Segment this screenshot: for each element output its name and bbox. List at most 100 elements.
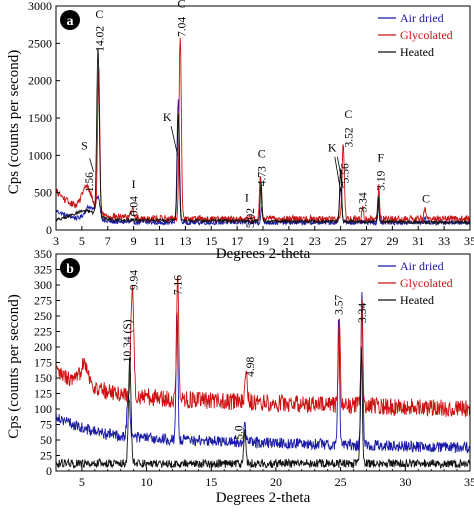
panel-b-y-tick-label: 175 bbox=[34, 356, 52, 370]
panel-a-x-tick-label: 11 bbox=[154, 234, 166, 248]
panel-b-series-line-air-dried bbox=[56, 291, 470, 454]
panel-a-y-tick-label: 500 bbox=[34, 186, 52, 200]
panel-a-series-line-glycolated bbox=[56, 37, 470, 224]
panel-b-peak-annotation: 10.34 (S) bbox=[122, 319, 134, 362]
panel-b-y-tick-label: 150 bbox=[34, 371, 52, 385]
panel-b-x-tick-label: 30 bbox=[399, 475, 411, 489]
panel-b-label-badge bbox=[60, 258, 80, 278]
panel-a-mineral-annotation: K bbox=[163, 110, 172, 124]
panel-a-peak-annotation: 3.19 bbox=[376, 170, 388, 190]
panel-b-peak-annotation: 7.16 bbox=[173, 275, 185, 295]
panel-a-series-line-air-dried bbox=[56, 99, 470, 227]
panel-a-legend-entry: Glycolated bbox=[400, 28, 453, 42]
panel-a-mineral-annotation: C bbox=[258, 147, 266, 161]
panel-a-y-tick-label: 2500 bbox=[28, 36, 52, 50]
panel-a-x-tick-label: 7 bbox=[105, 234, 111, 248]
panel-b-legend-entry: Glycolated bbox=[400, 276, 453, 290]
panel-a-x-tick-label: 27 bbox=[361, 234, 373, 248]
panel-a-y-tick-label: 2000 bbox=[28, 74, 52, 88]
panel-a-x-tick-label: 3 bbox=[53, 234, 59, 248]
panel-a-peak-annotation: 10.04 bbox=[129, 196, 141, 222]
panel-a-peak-annotation: 7.04 bbox=[177, 17, 189, 37]
panel-a-chart: 3 5 7 9 11 13 15 17 19 21 23 25 27 29 31 33 350500100015… bbox=[6, 0, 474, 262]
panel-a-peak-annotation: 14.02 bbox=[94, 26, 106, 52]
panel-b-chart: 5 10 15 20 25 30 35025507510012515017520022525… bbox=[6, 247, 474, 506]
panel-b-x-tick-label: 20 bbox=[270, 475, 282, 489]
panel-b-y-tick-label: 50 bbox=[40, 433, 52, 447]
panel-a-mineral-annotation: S bbox=[81, 138, 88, 152]
panel-a-mineral-annotation: I bbox=[132, 177, 136, 191]
panel-a-x-tick-label: 35 bbox=[464, 234, 474, 248]
panel-a-leader-line bbox=[89, 158, 94, 172]
panel-b-x-tick-label: 15 bbox=[205, 475, 217, 489]
panel-a-mineral-annotation: C bbox=[95, 7, 103, 21]
panel-a-x-tick-label: 5 bbox=[79, 234, 85, 248]
panel-a-x-tick-label: 31 bbox=[412, 234, 424, 248]
panel-b-y-tick-label: 200 bbox=[34, 340, 52, 354]
panel-a-peak-annotation: 1.56 bbox=[84, 172, 96, 192]
panel-b-y-tick-label: 100 bbox=[34, 402, 52, 416]
panel-a-leader-line bbox=[170, 126, 179, 156]
panel-a-peak-annotation: 4.73 bbox=[257, 166, 269, 186]
panel-b-legend-entry: Heated bbox=[400, 293, 434, 307]
panel-a-mineral-annotation: K bbox=[328, 141, 337, 155]
panel-b-series-line-heated bbox=[56, 346, 470, 470]
panel-b-peak-annotation: 9.94 bbox=[129, 270, 141, 290]
panel-b-legend-entry: Air dried bbox=[400, 259, 444, 273]
panel-a-y-tick-label: 3000 bbox=[28, 0, 52, 13]
panel-a-x-tick-label: 9 bbox=[131, 234, 137, 248]
panel-a-mineral-annotation: C bbox=[177, 0, 185, 10]
panel-b-y-tick-label: 225 bbox=[34, 325, 52, 339]
panel-a-x-tick-label: 25 bbox=[335, 234, 347, 248]
panel-a-x-tick-label: 13 bbox=[179, 234, 191, 248]
panel-b-y-tick-label: 25 bbox=[40, 449, 52, 463]
panel-a-y-tick-label: 1500 bbox=[28, 111, 52, 125]
panel-a-x-tick-label: 21 bbox=[283, 234, 295, 248]
panel-b-peak-annotation: 3.34 bbox=[357, 303, 369, 323]
panel-a-peak-annotation: 5.02 bbox=[245, 208, 257, 228]
panel-a-mineral-annotation: F bbox=[377, 150, 384, 164]
panel-b-y-tick-label: 250 bbox=[34, 309, 52, 323]
panel-b-y-tick-label: 325 bbox=[34, 263, 52, 277]
panel-b-peak-annotation: 5.0 bbox=[233, 425, 245, 440]
panel-b-y-tick-label: 275 bbox=[34, 294, 52, 308]
panel-b-x-tick-label: 10 bbox=[141, 475, 153, 489]
panel-a-x-tick-label: 15 bbox=[205, 234, 217, 248]
panel-a-x-tick-label: 17 bbox=[231, 234, 243, 248]
panel-a-legend-entry: Heated bbox=[400, 45, 434, 59]
panel-b-y-tick-label: 300 bbox=[34, 278, 52, 292]
panel-b-y-tick-label: 350 bbox=[34, 247, 52, 261]
panel-b-y-tick-label: 75 bbox=[40, 418, 52, 432]
panel-b-label-text: b bbox=[66, 262, 74, 277]
panel-a-legend-entry: Air dried bbox=[400, 11, 444, 25]
panel-b-peak-annotation: 3.57 bbox=[334, 295, 346, 315]
panel-a-leader-line bbox=[336, 156, 344, 189]
panel-b-x-tick-label: 25 bbox=[335, 475, 347, 489]
panel-b-x-axis-label: Degrees 2-theta bbox=[216, 490, 311, 506]
panel-a-label-badge bbox=[60, 10, 80, 30]
panel-b-x-tick-label: 35 bbox=[464, 475, 474, 489]
panel-a-x-tick-label: 29 bbox=[386, 234, 398, 248]
panel-b-x-tick-label: 5 bbox=[79, 475, 85, 489]
panel-a-y-tick-label: 0 bbox=[46, 223, 52, 237]
panel-b-peak-annotation: 4.98 bbox=[245, 357, 257, 377]
panel-a-peak-annotation: 5.56 bbox=[340, 163, 352, 183]
panel-a-label-text: a bbox=[67, 14, 74, 29]
panel-b-series-line-glycolated bbox=[56, 275, 470, 418]
panel-a-series-line-heated bbox=[56, 48, 470, 226]
panel-a-x-tick-label: 19 bbox=[257, 234, 269, 248]
panel-a-mineral-annotation: C bbox=[422, 191, 430, 205]
panel-b-y-axis-label: Cps (counts per second) bbox=[6, 294, 22, 439]
panel-a-peak-annotation: 3.52 bbox=[343, 127, 355, 147]
panel-a-y-tick-label: 1000 bbox=[28, 148, 52, 162]
panel-a-mineral-annotation: C bbox=[344, 107, 352, 121]
panel-a-x-tick-label: 33 bbox=[438, 234, 450, 248]
panel-b-y-tick-label: 0 bbox=[46, 464, 52, 478]
panel-a-x-tick-label: 23 bbox=[309, 234, 321, 248]
panel-b-y-tick-label: 125 bbox=[34, 387, 52, 401]
panel-a-peak-annotation: 3.34 bbox=[358, 192, 370, 212]
panel-a-y-axis-label: Cps (counts per second) bbox=[6, 50, 22, 195]
panel-a-leader-line bbox=[334, 156, 342, 192]
